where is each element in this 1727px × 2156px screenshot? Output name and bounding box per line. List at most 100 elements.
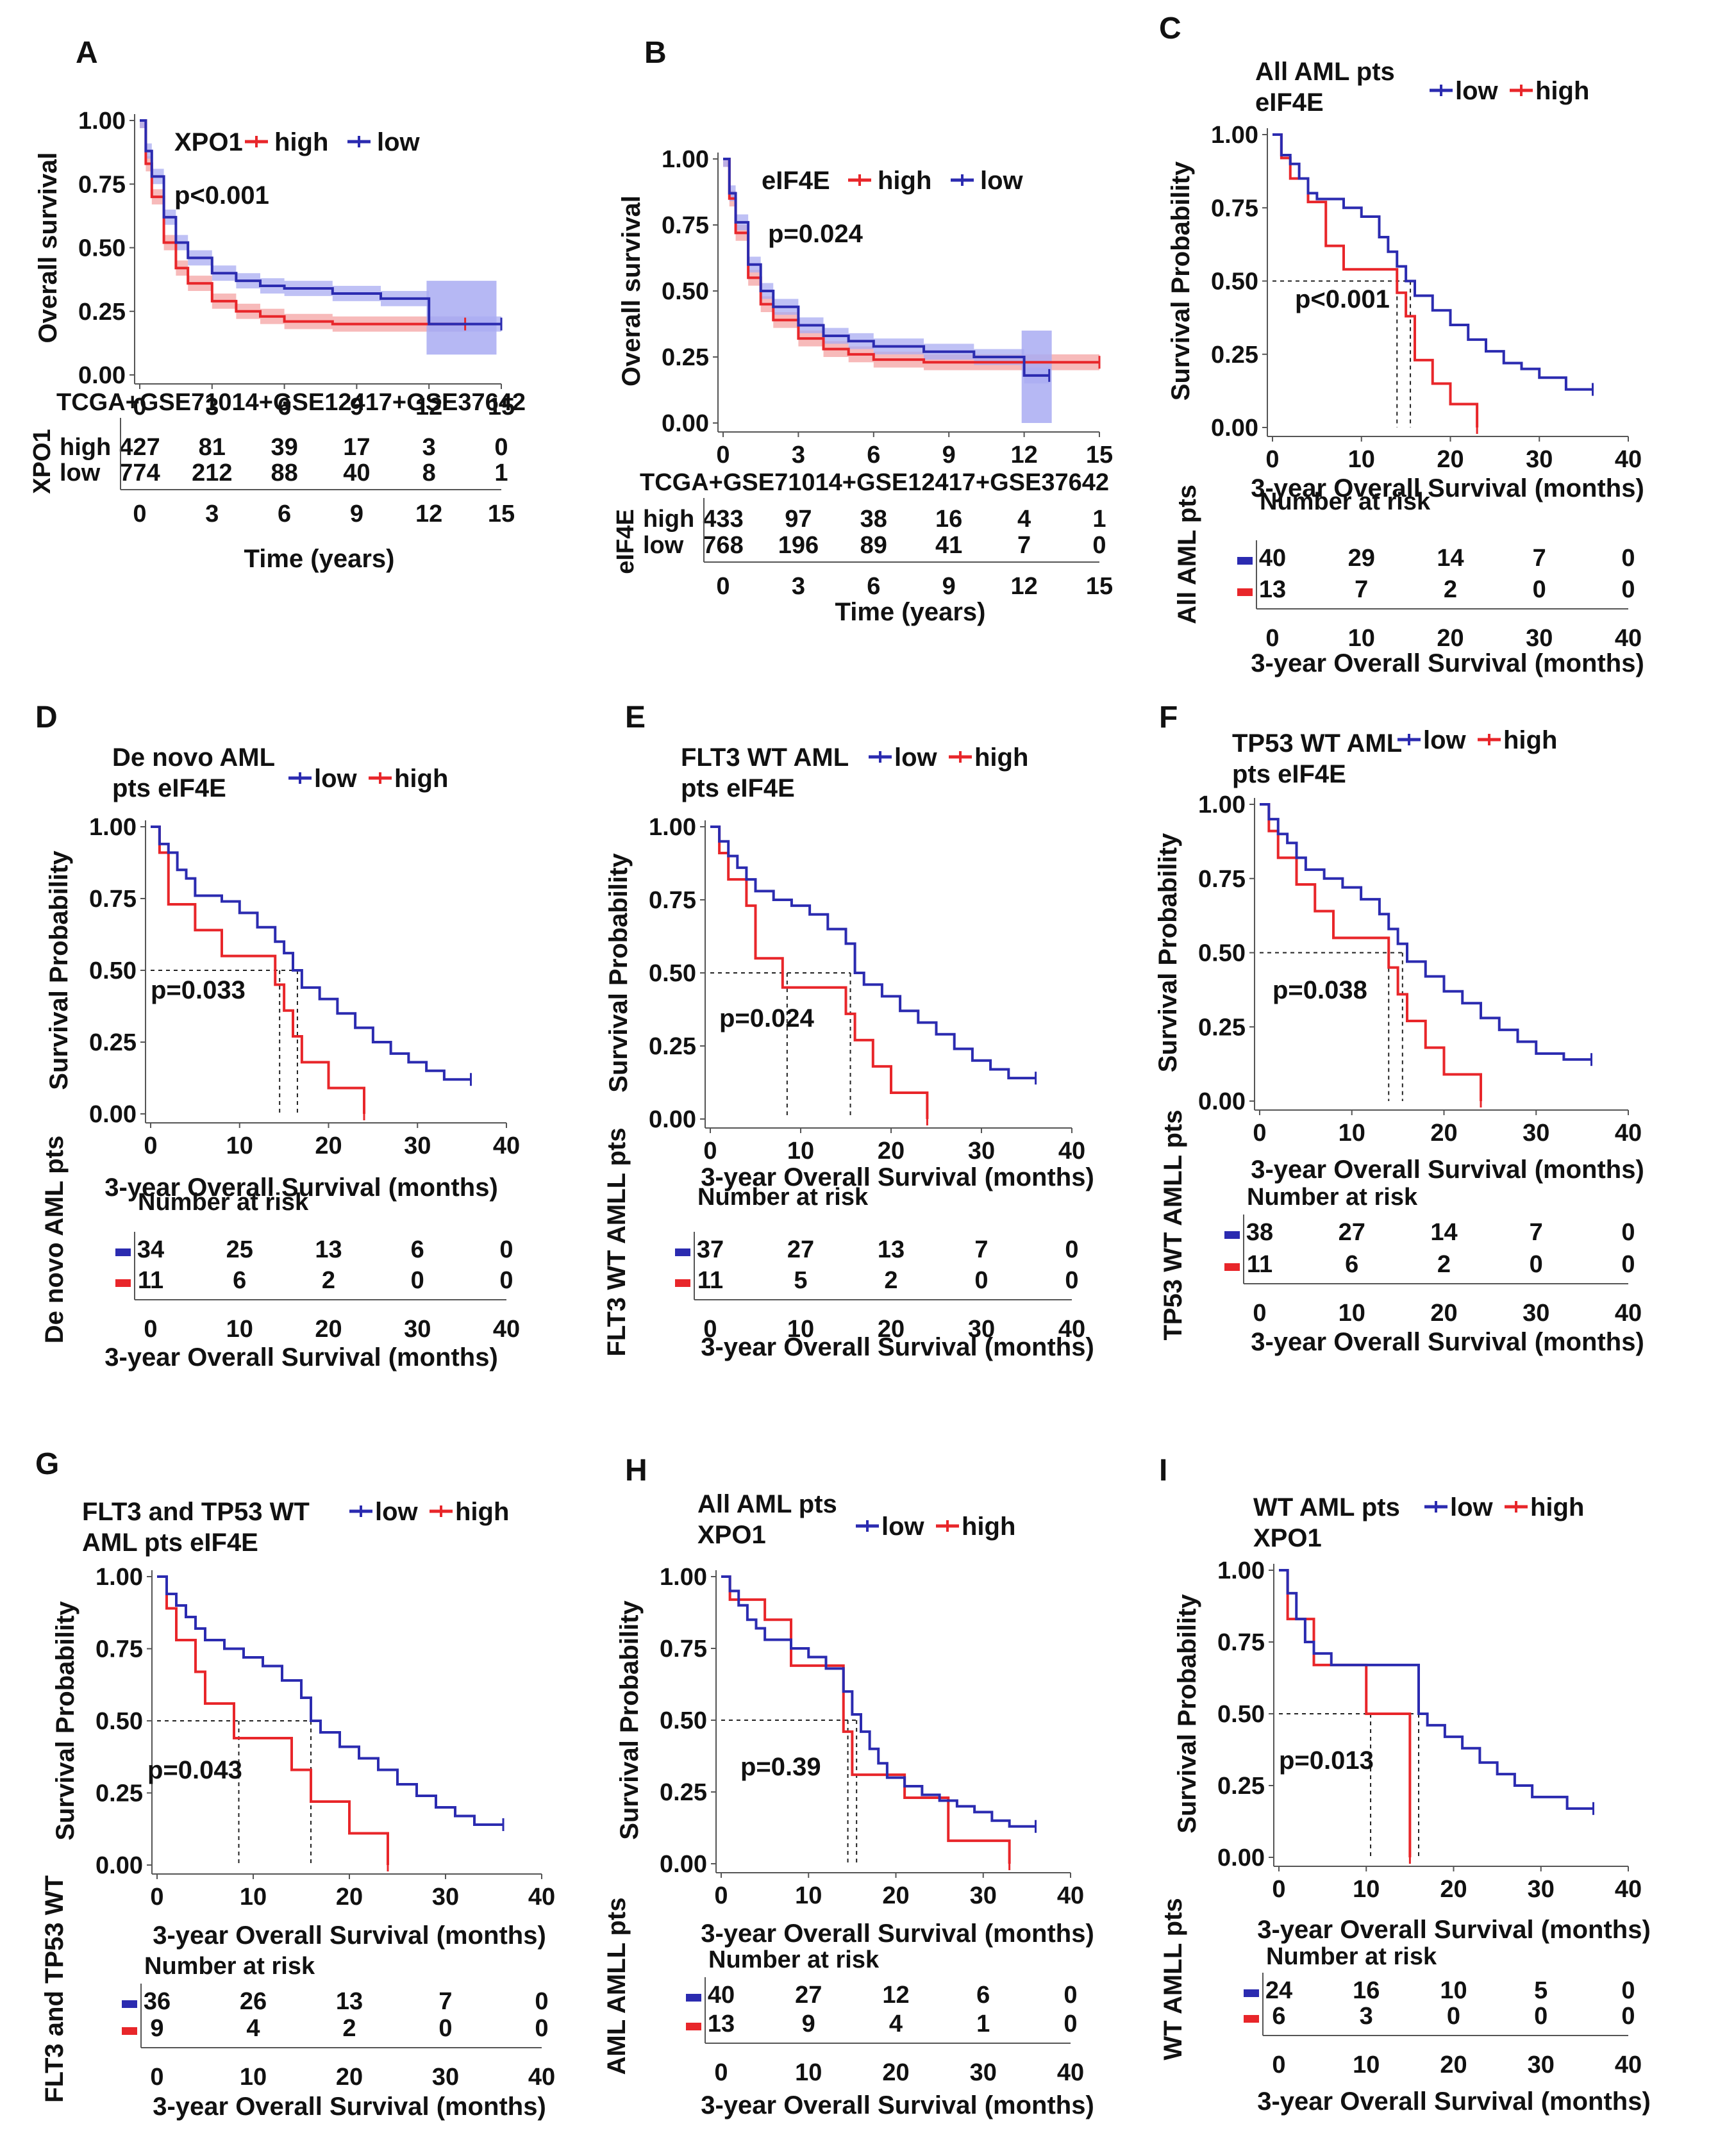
panel-d-risk-value: 6 — [233, 1267, 246, 1294]
panel-d-xtick-label: 30 — [404, 1132, 431, 1159]
panel-a-risk-value: 81 — [199, 434, 226, 461]
panel-c-x-axis-label: 3-year Overall Survival (months) — [1251, 474, 1644, 502]
panel-i-title-line2: XPO1 — [1253, 1524, 1322, 1552]
panel-f-ytick-label: 0.75 — [1198, 866, 1246, 893]
panel-h-risk-value: 12 — [882, 1982, 909, 2009]
panel-a-risk-xtick-label: 12 — [415, 501, 442, 527]
panel-i-y-axis-label: Survival Probability — [1173, 1594, 1201, 1834]
panel-a-legend-low-label: low — [377, 128, 421, 156]
panel-h-risk-value: 6 — [976, 1982, 990, 2009]
panel-e-risk-value: 0 — [974, 1267, 988, 1294]
panel-b-letter: B — [644, 36, 667, 70]
panel-i-risk-value: 6 — [1272, 2003, 1285, 2030]
panel-a-risk-gene-label: XPO1 — [29, 429, 56, 493]
panel-i-risk-value: 0 — [1534, 2003, 1548, 2030]
panel-d-title-line1: De novo AML — [112, 743, 275, 772]
panel-a-ci-tail — [426, 281, 497, 355]
panel-i-letter: I — [1159, 1454, 1167, 1488]
panel-h-risk-key-low — [686, 1994, 701, 2002]
panel-a-risk-value: 212 — [192, 460, 232, 486]
panel-h-ytick-label: 0.00 — [660, 1851, 707, 1878]
panel-b-xtick-label: 0 — [716, 442, 730, 469]
panel-e-risk-x-axis-label: 3-year Overall Survival (months) — [701, 1333, 1094, 1361]
panel-a-ytick-label: 0.75 — [78, 171, 126, 198]
panel-i-ytick-label: 1.00 — [1217, 1557, 1265, 1584]
panel-c-risk-value: 40 — [1259, 545, 1286, 572]
panel-e-risk-value: 2 — [884, 1267, 897, 1294]
panel-i-risk-key-high — [1244, 2015, 1259, 2023]
panel-c-p-value: p<0.001 — [1295, 285, 1390, 313]
panel-e-risk-value: 0 — [1065, 1236, 1078, 1263]
panel-f-xtick-label: 30 — [1523, 1120, 1549, 1147]
panel-b-risk-value: 7 — [1017, 532, 1031, 559]
panel-e-xtick-label: 40 — [1058, 1138, 1085, 1165]
panel-i-x-axis-label: 3-year Overall Survival (months) — [1257, 1916, 1651, 1944]
panel-b-risk-xtick-label: 0 — [716, 573, 730, 600]
panel-h-risk-title: Number at risk — [708, 1946, 880, 1973]
panel-a-letter: A — [76, 36, 98, 70]
panel-f-risk-key-high — [1224, 1263, 1240, 1271]
panel-a-risk-value: 1 — [494, 460, 508, 486]
panel-h-risk-value: 0 — [1064, 1982, 1077, 2009]
panel-i-risk-cohort-label: WT AMLL pts — [1159, 1898, 1187, 2060]
panel-e-risk-title: Number at risk — [697, 1184, 869, 1211]
panel-b-ytick-label: 0.75 — [662, 212, 709, 239]
panel-c-risk-value: 7 — [1355, 576, 1368, 603]
panel-c-risk-key-low — [1237, 557, 1253, 565]
panel-h-legend-high-label: high — [962, 1513, 1015, 1541]
panel-g-risk-x-axis-label: 3-year Overall Survival (months) — [153, 2093, 546, 2121]
panel-c-letter: C — [1159, 12, 1181, 46]
panel-a-risk-value: 0 — [494, 434, 508, 461]
panel-i-title-line1: WT AML pts — [1253, 1493, 1400, 1522]
panel-b-risk-value: 97 — [785, 506, 812, 533]
panel-c-xtick-label: 20 — [1437, 446, 1464, 473]
panel-b-legend-high-label: high — [878, 167, 931, 195]
panel-b-y-axis-label: Overall survival — [617, 195, 646, 386]
panel-h-risk-xtick-label: 20 — [882, 2059, 909, 2086]
panel-g-legend-low-label: low — [375, 1498, 419, 1526]
panel-c-risk-value: 29 — [1348, 545, 1375, 572]
panel-e-risk-value: 27 — [787, 1236, 814, 1263]
panel-d-title-line2: pts eIF4E — [112, 774, 226, 802]
panel-e-xtick-label: 10 — [787, 1138, 814, 1165]
panel-b-risk-value: 433 — [703, 506, 743, 533]
panel-g-risk-cohort-label: FLT3 and TP53 WT — [40, 1875, 69, 2103]
panel-g-curve-low — [157, 1575, 503, 1826]
panel-i-risk-value: 10 — [1440, 1977, 1467, 2004]
panel-e-risk-key-high — [675, 1279, 690, 1287]
panel-g-ytick-label: 0.50 — [96, 1708, 143, 1735]
panel-d-risk-value: 6 — [411, 1236, 424, 1263]
panel-f-y-axis-label: Survival Probability — [1154, 833, 1182, 1072]
panel-e-ytick-label: 0.75 — [649, 887, 696, 914]
panel-g-risk-xtick-label: 0 — [150, 2064, 163, 2091]
panel-i-xtick-label: 10 — [1353, 1876, 1380, 1903]
panel-i-p-value: p=0.013 — [1279, 1746, 1374, 1775]
panel-f-risk-value: 27 — [1339, 1219, 1365, 1246]
panel-f-ytick-label: 0.50 — [1198, 940, 1246, 967]
panel-d-risk-value: 34 — [137, 1236, 164, 1263]
panel-a-legend-title: XPO1 — [174, 128, 243, 156]
panel-b-legend-title: eIF4E — [762, 167, 830, 195]
panel-g-curve-high — [157, 1575, 389, 1865]
panel-f-risk-cohort-label: TP53 WT AMLL pts — [1159, 1110, 1187, 1341]
panel-c-legend-high-label: high — [1535, 77, 1589, 105]
panel-g-ytick-label: 0.00 — [96, 1852, 143, 1879]
panel-b-ytick-label: 1.00 — [662, 146, 709, 173]
panel-f-title-line1: TP53 WT AML — [1232, 729, 1402, 758]
panel-i-xtick-label: 40 — [1615, 1876, 1642, 1903]
panel-h-risk-cohort-label: AML AMLL pts — [603, 1897, 631, 2075]
panel-a-risk-value: 8 — [422, 460, 436, 486]
panel-c-ytick-label: 0.00 — [1211, 415, 1258, 442]
panel-c-risk-value: 0 — [1621, 545, 1635, 572]
panel-i-ytick-label: 0.25 — [1217, 1773, 1265, 1800]
panel-e-ytick-label: 0.50 — [649, 960, 696, 987]
panel-i-curve-high — [1279, 1569, 1412, 1857]
panel-i-xtick-label: 20 — [1440, 1876, 1467, 1903]
panel-e-ytick-label: 0.25 — [649, 1033, 696, 1060]
panel-f-ytick-label: 0.25 — [1198, 1014, 1246, 1041]
panel-f-risk-title: Number at risk — [1247, 1184, 1418, 1211]
panel-h-title-line2: XPO1 — [697, 1521, 766, 1549]
panel-a-risk-value: 3 — [422, 434, 436, 461]
panel-d-risk-title: Number at risk — [138, 1189, 309, 1216]
